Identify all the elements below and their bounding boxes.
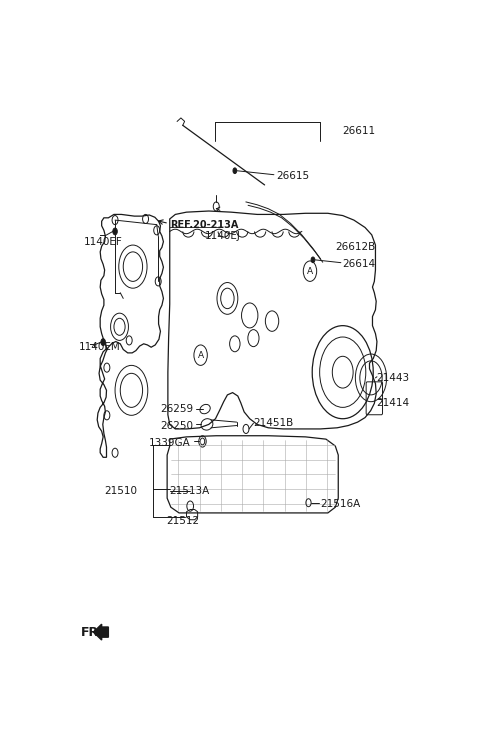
Text: 26250: 26250: [160, 421, 193, 431]
Text: 21451B: 21451B: [253, 419, 294, 428]
Circle shape: [101, 339, 106, 346]
Circle shape: [311, 257, 315, 262]
FancyArrow shape: [94, 624, 108, 640]
Text: 1339GA: 1339GA: [149, 438, 191, 448]
Circle shape: [113, 228, 117, 235]
Text: A: A: [307, 267, 313, 276]
Text: 26611: 26611: [343, 126, 376, 136]
Text: 21510: 21510: [105, 486, 138, 496]
Text: 21414: 21414: [376, 399, 409, 408]
Text: 26259: 26259: [160, 404, 193, 414]
Text: 1140EM: 1140EM: [79, 342, 120, 352]
Text: 1140EJ: 1140EJ: [205, 231, 241, 241]
Text: 26612B: 26612B: [335, 242, 375, 252]
Text: 21512: 21512: [166, 516, 199, 526]
Text: 21513A: 21513A: [170, 486, 210, 496]
Text: FR.: FR.: [81, 626, 104, 638]
Circle shape: [233, 168, 237, 174]
Text: 21516A: 21516A: [321, 499, 360, 509]
Text: 1140EF: 1140EF: [84, 237, 123, 247]
Text: 26614: 26614: [343, 259, 376, 269]
Text: REF.20-213A: REF.20-213A: [170, 220, 238, 230]
Text: A: A: [198, 351, 204, 360]
Text: 21443: 21443: [376, 373, 409, 383]
Text: 26615: 26615: [276, 172, 309, 181]
